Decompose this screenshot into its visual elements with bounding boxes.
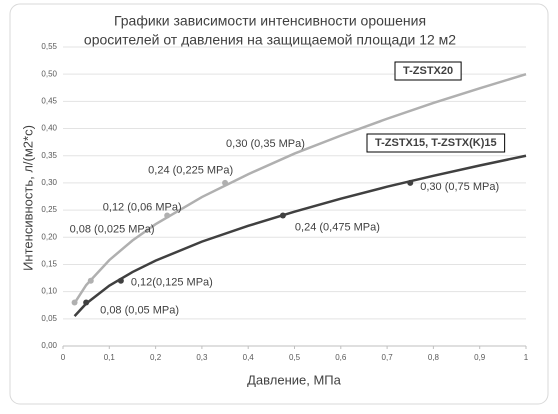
data-point [279,212,286,219]
series-line [73,72,527,304]
y-tick-label: 0,45 [41,96,57,105]
data-point [71,299,78,306]
y-tick-label: 0,50 [41,69,57,78]
data-point [222,179,229,186]
chart-frame [9,3,549,405]
chart-title: Графики зависимости интенсивности орошен… [114,13,426,29]
data-point [87,277,94,284]
y-axis-label: Интенсивность, л/(м2*с) [20,125,35,271]
y-tick-label: 0,00 [41,341,57,350]
data-point [407,179,414,186]
data-label: 0,08 (0,025 MPa) [70,223,155,235]
data-label: 0,30 (0,75 MPa) [420,181,499,193]
x-tick-label: 0,6 [335,353,347,362]
x-tick-label: 1 [524,353,529,362]
legend-label: T-ZSTX20 [403,65,453,77]
x-tick-label: 0,3 [196,353,208,362]
x-tick-label: 0,4 [243,353,255,362]
y-tick-label: 0,25 [41,205,57,214]
x-tick-label: 0,8 [428,353,440,362]
legend-label: T-ZSTX15, T-ZSTX(K)15 [375,137,497,149]
y-tick-label: 0,20 [41,232,57,241]
legend-box [394,61,462,81]
y-tick-label: 0,40 [41,124,57,133]
data-label: 0,08 (0,05 MPa) [100,304,179,316]
data-point [164,212,171,219]
data-point [83,299,90,306]
y-tick-label: 0,55 [41,42,57,51]
x-tick-label: 0,2 [150,353,162,362]
y-tick-label: 0,05 [41,314,57,323]
chart-title: оросителей от давления на защищаемой пло… [84,32,456,48]
x-tick-label: 0,1 [104,353,116,362]
x-tick-label: 0,5 [289,353,301,362]
x-tick-label: 0 [61,353,66,362]
data-label: 0,12(0,125 MPa) [131,277,213,289]
x-tick-label: 0,9 [474,353,486,362]
legend-box [366,133,506,153]
data-label: 0,24 (0,475 MPa) [295,221,380,233]
y-tick-label: 0,35 [41,151,57,160]
x-tick-label: 0,7 [382,353,394,362]
y-tick-label: 0,10 [41,287,57,296]
y-tick-label: 0,15 [41,260,57,269]
data-point [117,277,124,284]
data-label: 0,30 (0,35 MPa) [226,138,305,150]
series-line [73,154,527,317]
data-label: 0,24 (0,225 MPa) [148,164,233,176]
data-label: 0,12 (0,06 MPa) [103,202,182,214]
x-axis-label: Давление, МПа [247,372,342,387]
y-tick-label: 0,30 [41,178,57,187]
